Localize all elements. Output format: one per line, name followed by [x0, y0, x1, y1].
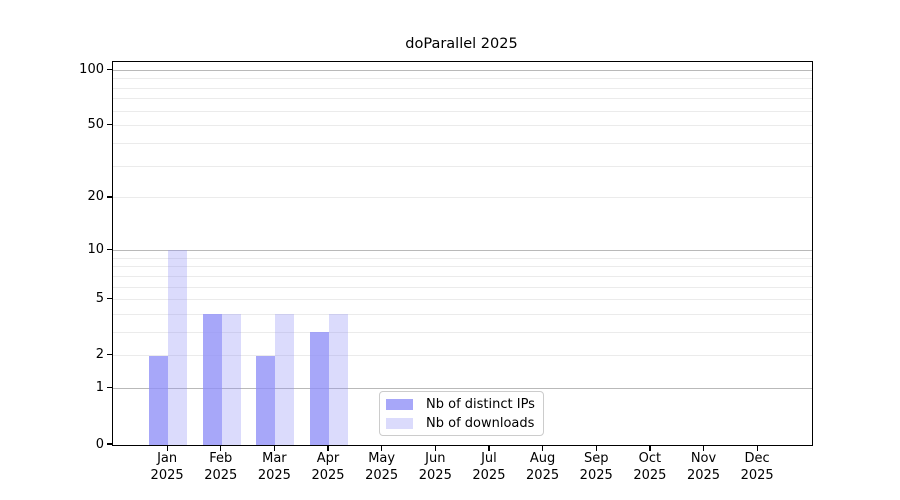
y-tick-label: 2 [95, 347, 104, 363]
x-tick-mark [327, 445, 329, 451]
y-tick-mark [107, 387, 112, 389]
legend-item: Nb of downloads [386, 415, 535, 431]
gridline-minor [113, 142, 812, 144]
x-tick-label: Jan 2025 [150, 451, 184, 483]
chart-title: doParallel 2025 [405, 36, 518, 52]
bar-downloads [329, 314, 349, 445]
y-tick-label: 1 [95, 380, 104, 396]
bar-distinct-ips [202, 314, 222, 445]
y-tick-mark [107, 297, 112, 300]
y-tick-label: 20 [87, 189, 104, 205]
y-tick-mark [107, 124, 112, 126]
x-tick-mark [541, 445, 544, 451]
x-tick-label: Feb 2025 [204, 451, 238, 483]
bar-downloads [221, 314, 241, 445]
y-tick-mark [107, 248, 112, 250]
bar-distinct-ips [149, 355, 169, 445]
x-tick-mark [756, 445, 758, 451]
gridline-minor [113, 110, 812, 112]
gridline-minor [113, 87, 812, 89]
gridline-minor [113, 313, 812, 315]
gridline-minor [113, 257, 812, 259]
y-tick-mark [107, 68, 112, 70]
x-tick-label: Nov 2025 [686, 451, 721, 483]
legend: Nb of distinct IPs Nb of downloads [379, 391, 544, 436]
x-tick-label: Jun 2025 [418, 451, 452, 483]
x-tick-label: Dec 2025 [740, 451, 774, 483]
x-tick-mark [434, 445, 436, 451]
x-tick-label: Apr 2025 [311, 451, 345, 483]
legend-label: Nb of downloads [426, 415, 535, 431]
gridline-decade [113, 249, 812, 251]
gridline-minor [113, 299, 812, 301]
x-tick-mark [488, 445, 490, 451]
y-tick-label: 100 [79, 61, 104, 77]
y-tick-mark [107, 196, 112, 198]
x-tick-label: Sep 2025 [579, 451, 613, 483]
x-tick-mark [595, 445, 597, 451]
x-tick-label: Mar 2025 [257, 451, 291, 483]
y-tick-label: 50 [87, 117, 104, 133]
bar-distinct-ips [310, 332, 330, 445]
x-tick-label: Aug 2025 [526, 451, 560, 483]
downloads-swatch [386, 417, 413, 429]
x-tick-mark [220, 445, 222, 451]
y-tick-label: 5 [95, 291, 104, 307]
gridline-minor [113, 355, 812, 357]
x-tick-mark [273, 445, 276, 451]
gridline-minor [113, 125, 812, 127]
gridline-minor [113, 331, 812, 333]
gridline-decade [113, 69, 812, 71]
y-tick-mark [107, 354, 112, 356]
legend-item: Nb of distinct IPs [386, 396, 535, 412]
gridline-minor [113, 286, 812, 288]
gridline-minor [113, 165, 812, 167]
x-tick-label: May 2025 [365, 451, 399, 483]
y-tick-label: 0 [95, 436, 104, 452]
y-tick-label: 10 [87, 241, 104, 257]
x-tick-mark [649, 445, 651, 451]
gridline-decade [113, 388, 812, 390]
legend-label: Nb of distinct IPs [426, 396, 535, 412]
distinct-ips-swatch [386, 398, 413, 410]
gridline-minor [113, 197, 812, 199]
gridline-minor [113, 98, 812, 100]
bar-distinct-ips [256, 355, 276, 445]
x-tick-mark [381, 445, 383, 451]
y-tick-mark [107, 443, 112, 445]
bar-downloads [275, 314, 295, 445]
x-tick-label: Jul 2025 [472, 451, 506, 483]
plot-area [112, 61, 813, 446]
gridline-minor [113, 266, 812, 268]
x-tick-mark [702, 445, 705, 451]
gridline-minor [113, 275, 812, 277]
x-tick-mark [166, 445, 168, 451]
bar-downloads [168, 250, 188, 445]
gridline-minor [113, 78, 812, 80]
x-tick-label: Oct 2025 [633, 451, 667, 483]
